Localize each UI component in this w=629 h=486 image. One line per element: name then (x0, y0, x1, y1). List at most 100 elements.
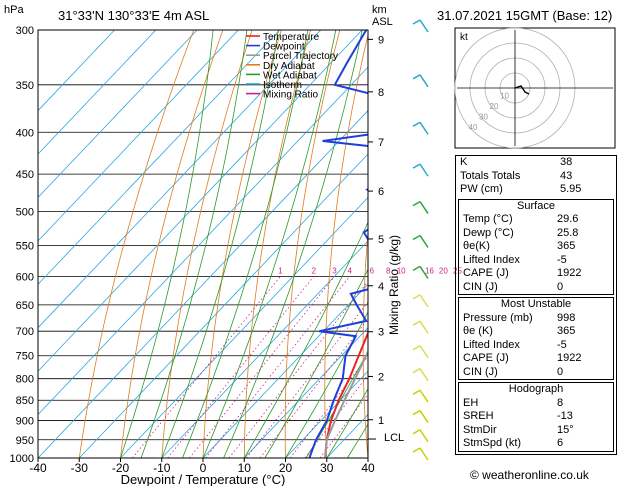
temperature-ticks: -40 -30 -20 -10 0 10 20 30 40 (29, 458, 375, 475)
pressure-ticks: 300 350 400 450 500 550 600 650 700 750 800 850 900 9… (10, 25, 34, 465)
row-label: Lifted Index (463, 338, 520, 351)
wind-barb-flag (412, 163, 421, 169)
temperature-tick-label: 30 (320, 461, 334, 475)
hodograph-box: Hodograph EH 8 SREH -13 StmDir 15° StmSpd (kt)… (458, 382, 614, 452)
wind-barb-flag (412, 345, 421, 351)
wind-barb-flag (412, 429, 421, 435)
row-label: CAPE (J) (463, 267, 509, 279)
isotherm-line (202, 283, 368, 458)
table-row: SREH -13 (459, 410, 613, 424)
row-label: K (460, 156, 468, 168)
temperature-tick-label: -30 (71, 461, 89, 475)
isotherm-line (38, 30, 115, 112)
row-value: 1922 (557, 352, 582, 364)
table-row: CAPE (J) 1922 (459, 352, 613, 366)
pressure-tick-label: 700 (16, 326, 34, 338)
row-value: 365 (557, 240, 576, 252)
temperature-tick-label: 10 (238, 461, 252, 475)
row-value: 43 (560, 169, 573, 182)
wind-barb-flag (412, 368, 421, 374)
wind-barb (419, 121, 429, 135)
height-tick-label: 8 (378, 87, 384, 99)
mixing-ratio-line (259, 318, 368, 458)
hodograph-title: Hodograph (508, 383, 564, 395)
wet-adiabat-line (326, 388, 368, 458)
wet-adiabat-line (243, 221, 368, 458)
row-value: 365 (557, 325, 576, 337)
indices-panel: K 38 Totals Totals 43 PW (cm) 5.95 Surface Te… (455, 155, 617, 455)
lcl-label: LCL (384, 432, 404, 444)
hodograph-rows: EH 8 SREH -13 StmDir 15° StmSpd (kt) 6 (459, 397, 613, 451)
row-label: CIN (J) (463, 280, 498, 293)
row-label: StmSpd (kt) (463, 437, 522, 449)
pressure-tick-label: 400 (16, 127, 34, 139)
parcel-trajectory-line (324, 349, 368, 458)
height-tick-label: 9 (378, 34, 384, 46)
height-tick-label: 6 (378, 186, 384, 198)
row-value: 25.8 (557, 226, 579, 239)
row-value: -5 (557, 253, 567, 266)
table-row: Pressure (mb) 998 (459, 312, 613, 326)
table-row: StmDir 15° (459, 424, 613, 438)
hodograph-ring-label: 30 (479, 113, 488, 122)
wind-barb-flag (412, 121, 421, 127)
dry-adiabat-line (78, 30, 195, 458)
isotherm-line (38, 110, 368, 458)
wind-barb-flag (412, 200, 421, 207)
isotherm-line (38, 30, 157, 155)
dry-adiabat-line (324, 33, 368, 458)
legend-label: Parcel Trajectory (263, 51, 338, 62)
dewpoint-line (308, 30, 368, 458)
mixing-ratio-line (167, 276, 315, 458)
most-unstable-box: Most Unstable Pressure (mb) 998 θe (K) 365 L… (458, 297, 614, 380)
surface-title: Surface (517, 199, 555, 212)
table-row: Lifted Index -5 (459, 254, 613, 268)
legend-label: Dewpoint (263, 42, 305, 53)
table-row: Temp (°C) 29.6 (459, 213, 613, 227)
pressure-tick-label: 300 (16, 25, 34, 37)
row-value: 15° (557, 423, 574, 436)
row-label: CIN (J) (463, 365, 498, 378)
wind-barb (419, 74, 429, 88)
row-label: θe(K) (463, 240, 490, 252)
mixing-ratio-label: 2 (312, 266, 317, 275)
pressure-tick-label: 550 (16, 240, 34, 252)
hodograph-unit-label: kt (460, 32, 468, 43)
isotherm-line (38, 30, 280, 285)
wind-barb (419, 163, 429, 177)
pressure-tick-label: 900 (16, 416, 34, 428)
row-label: EH (463, 396, 479, 409)
height-tick-label: 4 (378, 281, 384, 293)
legend-label: Wet Adiabat (263, 70, 317, 81)
x-axis-label: Dewpoint / Temperature (°C) (121, 472, 286, 486)
isotherm-line (38, 66, 368, 416)
row-value: 6 (557, 437, 564, 449)
wind-barb-flag (412, 19, 421, 25)
wet-adiabat-line (182, 30, 309, 458)
mixing-ratio-line (205, 276, 351, 458)
isotherm-line (38, 30, 322, 329)
mixing-ratio-axis-label: Mixing Ratio (g/kg) (387, 235, 401, 335)
dry-adiabat-line (243, 30, 311, 458)
wind-barb-flag (412, 409, 421, 416)
height-tick-label: 5 (378, 234, 384, 246)
temperature-tick-label: -10 (153, 461, 171, 475)
row-value: 0 (557, 365, 564, 378)
temperature-tick-label: 40 (361, 461, 375, 475)
isotherm-line (243, 327, 368, 458)
wet-adiabat-line (140, 30, 248, 458)
wind-barb-flag (412, 234, 421, 241)
isotherm-line (120, 196, 368, 458)
mixing-ratio-label: 10 (397, 266, 406, 275)
table-row: CAPE (J) 1922 (459, 267, 613, 281)
dry-adiabat-line (161, 30, 253, 458)
temperature-tick-label: 0 (200, 461, 207, 475)
footer-credit: © weatheronline.co.uk (470, 468, 589, 482)
height-tick-label: 3 (378, 327, 384, 339)
row-value: 998 (557, 311, 576, 324)
pressure-tick-label: 750 (16, 351, 34, 363)
temperature-line (324, 330, 368, 458)
most-unstable-title: Most Unstable (500, 298, 572, 310)
wind-barb-flag (412, 447, 421, 453)
